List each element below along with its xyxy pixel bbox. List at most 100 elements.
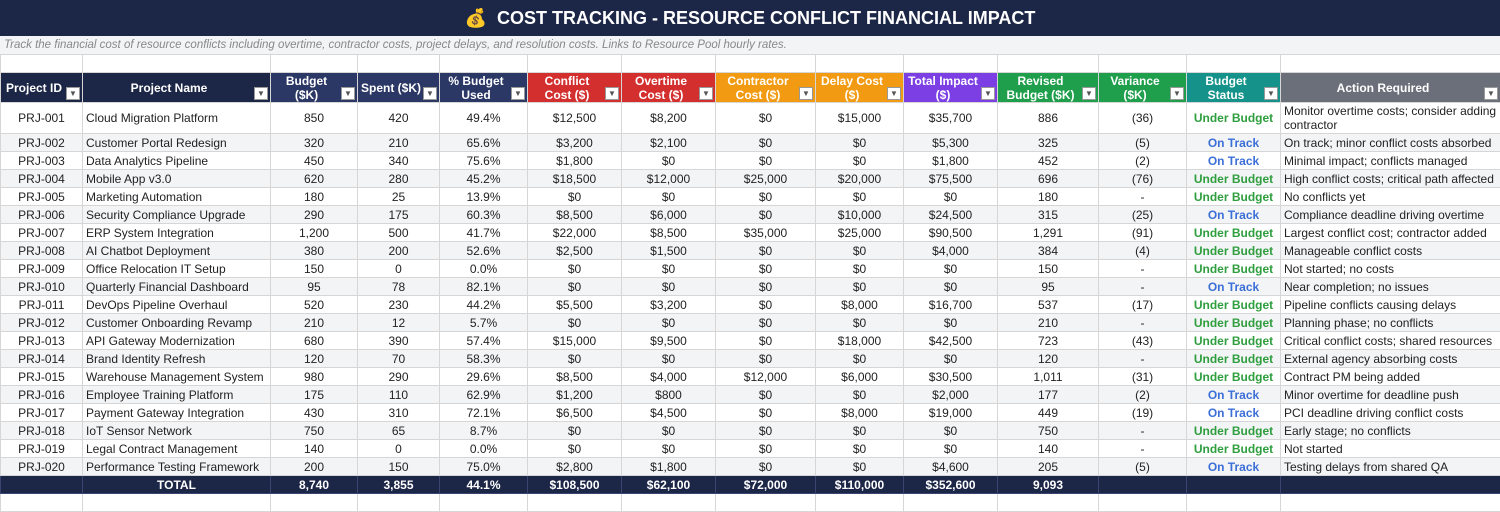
total-overtime-cost-cell[interactable]: $62,100 <box>622 476 716 494</box>
revised-budget-cell[interactable]: 696 <box>998 170 1099 188</box>
conflict-cost-cell[interactable]: $1,200 <box>528 386 622 404</box>
project-id-cell[interactable]: PRJ-020 <box>1 458 83 476</box>
delay-cost-cell[interactable]: $0 <box>816 314 904 332</box>
total-action-required-cell[interactable] <box>1281 476 1500 494</box>
budget-cell[interactable]: 200 <box>271 458 358 476</box>
delay-cost-cell[interactable]: $0 <box>816 440 904 458</box>
overtime-cost-cell[interactable]: $8,500 <box>622 224 716 242</box>
overtime-cost-cell[interactable]: $2,100 <box>622 134 716 152</box>
delay-cost-cell[interactable]: $10,000 <box>816 206 904 224</box>
budget-cell[interactable]: 180 <box>271 188 358 206</box>
budget-status-cell[interactable]: Under Budget <box>1187 314 1281 332</box>
total-impact-cell[interactable]: $16,700 <box>904 296 998 314</box>
budget-used-cell[interactable]: 52.6% <box>440 242 528 260</box>
overtime-cost-cell[interactable]: $1,500 <box>622 242 716 260</box>
filter-dropdown-icon[interactable]: ▼ <box>341 87 355 100</box>
budget-status-cell[interactable]: Under Budget <box>1187 368 1281 386</box>
project-id-cell[interactable]: PRJ-005 <box>1 188 83 206</box>
budget-status-cell[interactable]: Under Budget <box>1187 260 1281 278</box>
action-required-cell[interactable]: Near completion; no issues <box>1281 278 1500 296</box>
contractor-cost-cell[interactable]: $0 <box>716 242 816 260</box>
variance-cell[interactable]: - <box>1099 188 1187 206</box>
conflict-cost-cell[interactable]: $3,200 <box>528 134 622 152</box>
project-id-cell[interactable]: PRJ-012 <box>1 314 83 332</box>
revised-budget-cell[interactable]: 150 <box>998 260 1099 278</box>
budget-cell[interactable]: 290 <box>271 206 358 224</box>
overtime-cost-cell[interactable]: $0 <box>622 260 716 278</box>
budget-used-cell[interactable]: 62.9% <box>440 386 528 404</box>
column-header[interactable]: Total Impact ($)▼ <box>904 73 998 103</box>
empty-cell[interactable] <box>816 55 904 73</box>
conflict-cost-cell[interactable]: $22,000 <box>528 224 622 242</box>
action-required-cell[interactable]: Pipeline conflicts causing delays <box>1281 296 1500 314</box>
filter-dropdown-icon[interactable]: ▼ <box>66 87 80 100</box>
total-impact-cell[interactable]: $5,300 <box>904 134 998 152</box>
project-name-cell[interactable]: Office Relocation IT Setup <box>83 260 271 278</box>
conflict-cost-cell[interactable]: $2,500 <box>528 242 622 260</box>
empty-cell[interactable] <box>83 55 271 73</box>
total-impact-cell[interactable]: $0 <box>904 422 998 440</box>
contractor-cost-cell[interactable]: $0 <box>716 260 816 278</box>
budget-status-cell[interactable]: Under Budget <box>1187 422 1281 440</box>
column-header[interactable]: Budget Status▼ <box>1187 73 1281 103</box>
revised-budget-cell[interactable]: 1,291 <box>998 224 1099 242</box>
revised-budget-cell[interactable]: 120 <box>998 350 1099 368</box>
budget-cell[interactable]: 1,200 <box>271 224 358 242</box>
project-id-cell[interactable]: PRJ-002 <box>1 134 83 152</box>
variance-cell[interactable]: (25) <box>1099 206 1187 224</box>
project-name-cell[interactable]: AI Chatbot Deployment <box>83 242 271 260</box>
budget-used-cell[interactable]: 65.6% <box>440 134 528 152</box>
spent-cell[interactable]: 310 <box>358 404 440 422</box>
column-header[interactable]: Variance ($K)▼ <box>1099 73 1187 103</box>
variance-cell[interactable]: (4) <box>1099 242 1187 260</box>
filter-dropdown-icon[interactable]: ▼ <box>254 87 268 100</box>
total-revised-budget-cell[interactable]: 9,093 <box>998 476 1099 494</box>
action-required-cell[interactable]: Minor overtime for deadline push <box>1281 386 1500 404</box>
project-name-cell[interactable]: Performance Testing Framework <box>83 458 271 476</box>
spent-cell[interactable]: 420 <box>358 103 440 134</box>
variance-cell[interactable]: (2) <box>1099 152 1187 170</box>
empty-cell[interactable] <box>440 55 528 73</box>
budget-cell[interactable]: 750 <box>271 422 358 440</box>
spent-cell[interactable]: 280 <box>358 170 440 188</box>
project-id-cell[interactable]: PRJ-015 <box>1 368 83 386</box>
revised-budget-cell[interactable]: 180 <box>998 188 1099 206</box>
variance-cell[interactable]: (2) <box>1099 386 1187 404</box>
project-id-cell[interactable]: PRJ-014 <box>1 350 83 368</box>
total-delay-cost-cell[interactable]: $110,000 <box>816 476 904 494</box>
conflict-cost-cell[interactable]: $2,800 <box>528 458 622 476</box>
project-name-cell[interactable]: Cloud Migration Platform <box>83 103 271 134</box>
budget-cell[interactable]: 980 <box>271 368 358 386</box>
project-id-cell[interactable]: PRJ-006 <box>1 206 83 224</box>
total-budget-status-cell[interactable] <box>1187 476 1281 494</box>
overtime-cost-cell[interactable]: $1,800 <box>622 458 716 476</box>
empty-cell[interactable] <box>998 55 1099 73</box>
budget-cell[interactable]: 150 <box>271 260 358 278</box>
empty-cell[interactable] <box>1099 55 1187 73</box>
empty-cell[interactable] <box>528 55 622 73</box>
overtime-cost-cell[interactable]: $0 <box>622 152 716 170</box>
conflict-cost-cell[interactable]: $15,000 <box>528 332 622 350</box>
budget-cell[interactable]: 430 <box>271 404 358 422</box>
revised-budget-cell[interactable]: 315 <box>998 206 1099 224</box>
action-required-cell[interactable]: Early stage; no conflicts <box>1281 422 1500 440</box>
conflict-cost-cell[interactable]: $0 <box>528 260 622 278</box>
delay-cost-cell[interactable]: $0 <box>816 278 904 296</box>
variance-cell[interactable]: - <box>1099 440 1187 458</box>
budget-status-cell[interactable]: On Track <box>1187 458 1281 476</box>
total-impact-cell[interactable]: $0 <box>904 350 998 368</box>
total-budget-cell[interactable]: 8,740 <box>271 476 358 494</box>
spent-cell[interactable]: 78 <box>358 278 440 296</box>
variance-cell[interactable]: - <box>1099 350 1187 368</box>
delay-cost-cell[interactable]: $20,000 <box>816 170 904 188</box>
conflict-cost-cell[interactable]: $5,500 <box>528 296 622 314</box>
revised-budget-cell[interactable]: 95 <box>998 278 1099 296</box>
budget-cell[interactable]: 850 <box>271 103 358 134</box>
total-impact-cell[interactable]: $4,600 <box>904 458 998 476</box>
project-name-cell[interactable]: Employee Training Platform <box>83 386 271 404</box>
empty-cell[interactable] <box>904 55 998 73</box>
delay-cost-cell[interactable]: $6,000 <box>816 368 904 386</box>
filter-dropdown-icon[interactable]: ▼ <box>1264 87 1278 100</box>
project-name-cell[interactable]: Legal Contract Management <box>83 440 271 458</box>
filter-dropdown-icon[interactable]: ▼ <box>511 87 525 100</box>
